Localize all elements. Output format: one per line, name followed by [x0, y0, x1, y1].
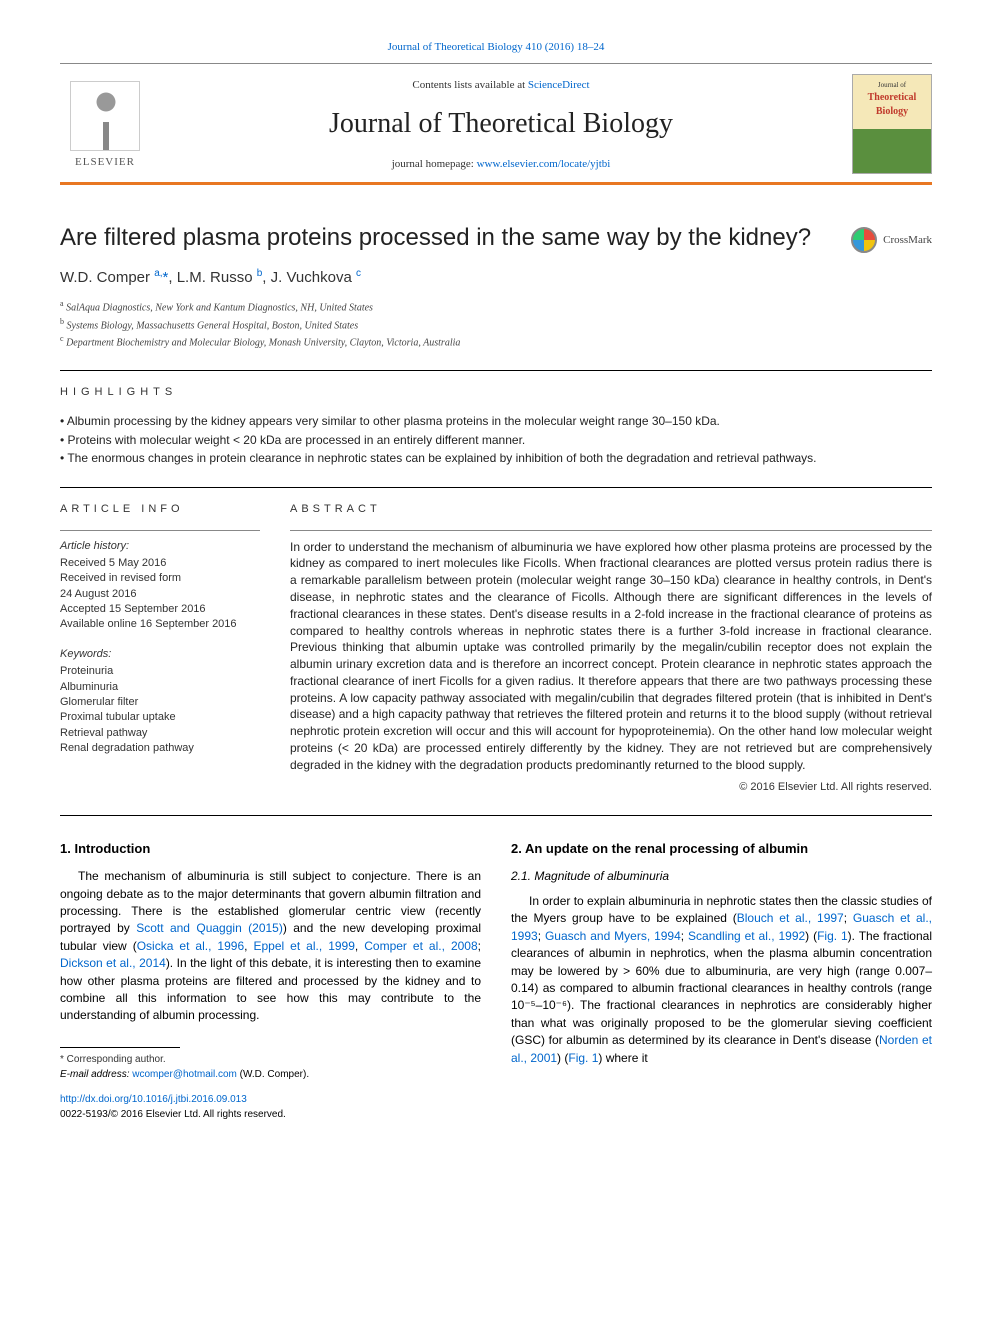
keyword: Proximal tubular uptake — [60, 710, 260, 725]
publisher-name: ELSEVIER — [75, 155, 135, 170]
sciencedirect-link[interactable]: ScienceDirect — [528, 79, 590, 91]
journal-title: Journal of Theoretical Biology — [168, 104, 834, 143]
article-info-heading: ARTICLE INFO — [60, 502, 260, 517]
corresponding-author: * Corresponding author. — [60, 1052, 481, 1067]
crossmark-icon — [851, 227, 877, 253]
highlight-item: The enormous changes in protein clearanc… — [60, 450, 932, 467]
abstract-text: In order to understand the mechanism of … — [290, 539, 932, 774]
highlight-item: Albumin processing by the kidney appears… — [60, 413, 932, 430]
cover-line1: Journal of — [878, 81, 906, 91]
journal-cover: Journal of Theoretical Biology — [852, 74, 932, 174]
divider — [60, 815, 932, 816]
cover-line3: Biology — [876, 105, 908, 119]
citation-link[interactable]: Dickson et al., 2014 — [60, 956, 166, 970]
masthead: ELSEVIER Contents lists available at Sci… — [60, 63, 932, 185]
body-paragraph: The mechanism of albuminuria is still su… — [60, 868, 481, 1025]
header-citation[interactable]: Journal of Theoretical Biology 410 (2016… — [60, 40, 932, 55]
affiliation-text: Systems Biology, Massachusetts General H… — [67, 320, 359, 331]
contents-prefix: Contents lists available at — [412, 79, 527, 91]
keyword: Renal degradation pathway — [60, 741, 260, 756]
homepage-link[interactable]: www.elsevier.com/locate/yjtbi — [477, 158, 611, 170]
citation-link[interactable]: Scott and Quaggin (2015) — [136, 921, 283, 935]
body-columns: 1. Introduction The mechanism of albumin… — [60, 840, 932, 1122]
issn-copyright: 0022-5193/© 2016 Elsevier Ltd. All right… — [60, 1107, 481, 1122]
homepage-line: journal homepage: www.elsevier.com/locat… — [168, 157, 834, 172]
abstract-column: ABSTRACT In order to understand the mech… — [290, 502, 932, 795]
email-suffix: (W.D. Comper). — [237, 1069, 309, 1080]
body-text: ) where it — [598, 1051, 647, 1065]
footnote-block: * Corresponding author. E-mail address: … — [60, 1041, 481, 1122]
homepage-prefix: journal homepage: — [392, 158, 477, 170]
citation-link[interactable]: Osicka et al., 1996 — [137, 939, 244, 953]
abstract-heading: ABSTRACT — [290, 502, 932, 517]
cover-line2: Theoretical — [868, 91, 917, 105]
email-line: E-mail address: wcomper@hotmail.com (W.D… — [60, 1067, 481, 1082]
affiliation-list: a SalAqua Diagnostics, New York and Kant… — [60, 298, 932, 350]
citation-link[interactable]: Guasch and Myers, 1994 — [545, 929, 681, 943]
doi-link[interactable]: http://dx.doi.org/10.1016/j.jtbi.2016.09… — [60, 1094, 247, 1105]
publisher-logo: ELSEVIER — [60, 74, 150, 174]
highlights-list: Albumin processing by the kidney appears… — [60, 413, 932, 467]
history-line: Available online 16 September 2016 — [60, 617, 260, 632]
history-line: Accepted 15 September 2016 — [60, 602, 260, 617]
contents-line: Contents lists available at ScienceDirec… — [168, 78, 834, 93]
divider — [60, 487, 932, 488]
keyword: Albuminuria — [60, 680, 260, 695]
divider — [60, 370, 932, 371]
history-line: Received in revised form — [60, 571, 260, 586]
crossmark-label: CrossMark — [883, 233, 932, 248]
keyword: Proteinuria — [60, 664, 260, 679]
affiliation-text: Department Biochemistry and Molecular Bi… — [66, 337, 460, 348]
keyword: Glomerular filter — [60, 695, 260, 710]
body-paragraph: In order to explain albuminuria in nephr… — [511, 893, 932, 1067]
divider — [60, 530, 260, 531]
highlight-item: Proteins with molecular weight < 20 kDa … — [60, 432, 932, 449]
body-text: ). The fractional clearances of albumin … — [511, 929, 932, 1047]
history-line: Received 5 May 2016 — [60, 556, 260, 571]
highlights-heading: HIGHLIGHTS — [60, 385, 932, 400]
author-list: W.D. Comper a,*, L.M. Russo b, J. Vuchko… — [60, 267, 932, 288]
article-info: ARTICLE INFO Article history: Received 5… — [60, 502, 260, 795]
affiliation: a SalAqua Diagnostics, New York and Kant… — [60, 298, 932, 315]
footnote-rule — [60, 1047, 180, 1048]
citation-link[interactable]: Eppel et al., 1999 — [253, 939, 354, 953]
history-head: Article history: — [60, 539, 260, 554]
abstract-copyright: © 2016 Elsevier Ltd. All rights reserved… — [290, 780, 932, 795]
article-title: Are filtered plasma proteins processed i… — [60, 223, 811, 253]
crossmark-badge[interactable]: CrossMark — [851, 227, 932, 253]
author-email-link[interactable]: wcomper@hotmail.com — [132, 1069, 237, 1080]
figure-link[interactable]: Fig. 1 — [568, 1051, 598, 1065]
affiliation-text: SalAqua Diagnostics, New York and Kantum… — [66, 303, 373, 314]
keywords-head: Keywords: — [60, 647, 260, 662]
elsevier-tree-icon — [70, 81, 140, 151]
citation-link[interactable]: Blouch et al., 1997 — [737, 911, 844, 925]
citation-link[interactable]: Scandling et al., 1992 — [688, 929, 805, 943]
affiliation: b Systems Biology, Massachusetts General… — [60, 316, 932, 333]
affiliation: c Department Biochemistry and Molecular … — [60, 333, 932, 350]
section-heading: 2. An update on the renal processing of … — [511, 840, 932, 858]
divider — [290, 530, 932, 531]
info-abstract-row: ARTICLE INFO Article history: Received 5… — [60, 502, 932, 795]
keyword: Retrieval pathway — [60, 726, 260, 741]
citation-link[interactable]: Comper et al., 2008 — [364, 939, 477, 953]
email-label: E-mail address: — [60, 1069, 132, 1080]
masthead-center: Contents lists available at ScienceDirec… — [168, 74, 834, 182]
figure-link[interactable]: Fig. 1 — [817, 929, 848, 943]
title-row: Are filtered plasma proteins processed i… — [60, 223, 932, 253]
section-heading: 1. Introduction — [60, 840, 481, 858]
subsection-heading: 2.1. Magnitude of albuminuria — [511, 868, 932, 885]
history-line: 24 August 2016 — [60, 587, 260, 602]
